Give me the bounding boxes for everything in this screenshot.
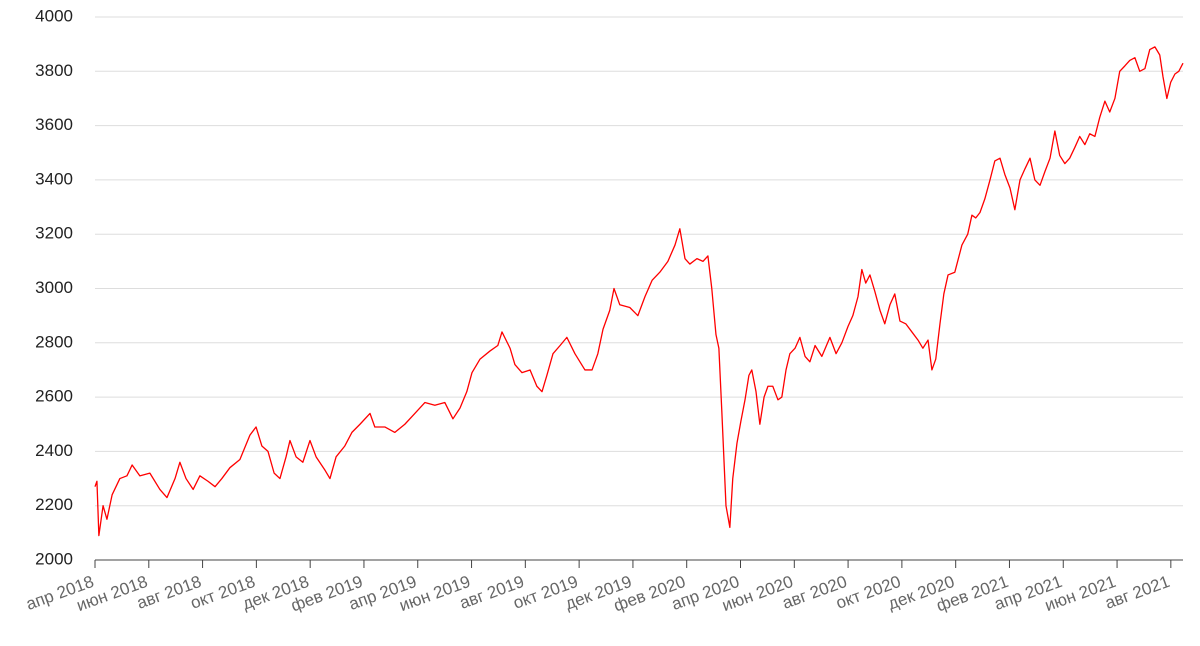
y-tick-label: 2200 bbox=[35, 495, 73, 514]
y-tick-label: 2600 bbox=[35, 387, 73, 406]
y-tick-label: 3000 bbox=[35, 278, 73, 297]
y-tick-label: 4000 bbox=[35, 6, 73, 25]
y-tick-label: 3200 bbox=[35, 224, 73, 243]
y-tick-label: 2400 bbox=[35, 441, 73, 460]
data-line bbox=[94, 46, 1184, 537]
y-tick-label: 2800 bbox=[35, 332, 73, 351]
y-tick-label: 3800 bbox=[35, 61, 73, 80]
y-tick-label: 2000 bbox=[35, 549, 73, 568]
y-tick-label: 3400 bbox=[35, 169, 73, 188]
y-tick-label: 3600 bbox=[35, 115, 73, 134]
